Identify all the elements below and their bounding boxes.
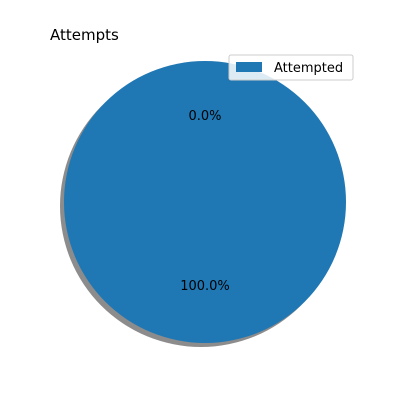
chart-title: Attempts — [50, 26, 119, 44]
percent-label-not-attempted: 0.0% — [188, 109, 221, 124]
percent-label-attempted: 100.0% — [180, 279, 230, 294]
legend-swatch-attempted — [236, 62, 262, 72]
legend: Attempted — [229, 55, 353, 80]
pie-slices — [64, 61, 346, 343]
legend-entry-attempted: Attempted — [274, 61, 343, 76]
